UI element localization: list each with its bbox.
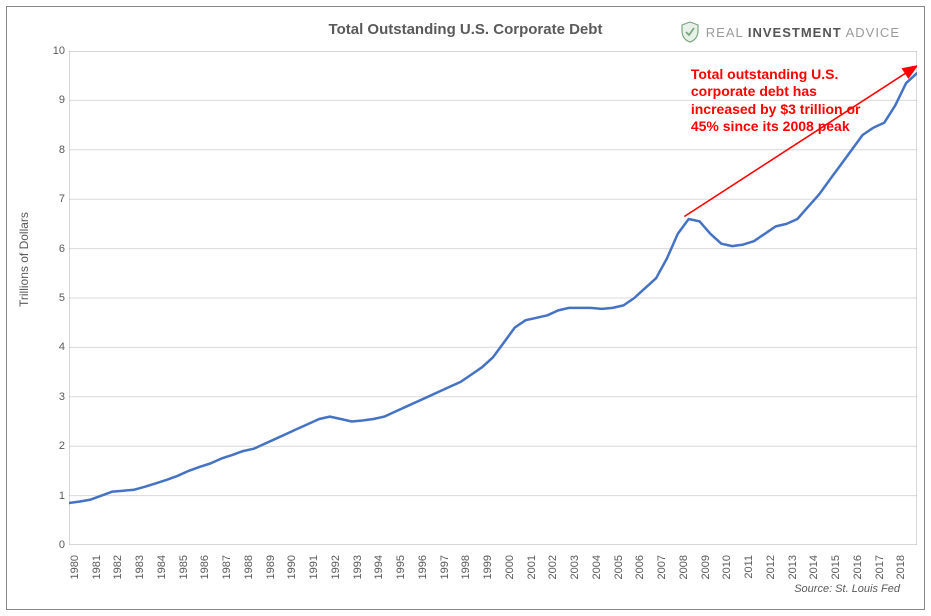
x-tick-label: 2013 xyxy=(787,555,799,579)
x-tick-label: 1988 xyxy=(243,555,255,579)
x-tick-label: 1998 xyxy=(460,555,472,579)
y-tick-label: 10 xyxy=(43,45,65,57)
x-tick-label: 2017 xyxy=(874,555,886,579)
x-tick-label: 2005 xyxy=(613,555,625,579)
x-tick-label: 1989 xyxy=(265,555,277,579)
x-tick-label: 1987 xyxy=(221,555,233,579)
x-tick-label: 2004 xyxy=(591,555,603,579)
x-tick-label: 2007 xyxy=(656,555,668,579)
x-tick-label: 1997 xyxy=(439,555,451,579)
y-axis-ticks: 012345678910 xyxy=(45,51,67,545)
y-tick-label: 0 xyxy=(43,539,65,551)
x-tick-label: 1986 xyxy=(199,555,211,579)
y-tick-label: 5 xyxy=(43,292,65,304)
y-tick-label: 3 xyxy=(43,391,65,403)
x-tick-label: 2002 xyxy=(547,555,559,579)
x-tick-label: 1980 xyxy=(69,555,81,579)
x-tick-label: 2001 xyxy=(526,555,538,579)
brand-logo: REAL INVESTMENT ADVICE xyxy=(680,21,900,43)
brand-text: REAL INVESTMENT ADVICE xyxy=(706,25,900,40)
x-tick-label: 1985 xyxy=(178,555,190,579)
y-tick-label: 8 xyxy=(43,144,65,156)
x-tick-label: 2009 xyxy=(700,555,712,579)
x-tick-label: 1994 xyxy=(373,555,385,579)
x-tick-label: 1983 xyxy=(134,555,146,579)
y-tick-label: 4 xyxy=(43,341,65,353)
x-tick-label: 1996 xyxy=(417,555,429,579)
y-tick-label: 9 xyxy=(43,94,65,106)
x-axis-ticks: 1980 1981 1982 1983 1984 1985 1986 1987 1988 1989… xyxy=(69,549,917,609)
x-tick-label: 2011 xyxy=(743,555,755,579)
x-tick-label: 2016 xyxy=(852,555,864,579)
x-tick-label: 2015 xyxy=(830,555,842,579)
x-tick-label: 1992 xyxy=(330,555,342,579)
x-tick-label: 2003 xyxy=(569,555,581,579)
x-tick-label: 1981 xyxy=(91,555,103,579)
x-tick-label: 2010 xyxy=(721,555,733,579)
source-text: Source: St. Louis Fed xyxy=(794,583,900,595)
chart-frame: Total Outstanding U.S. Corporate Debt RE… xyxy=(6,6,925,610)
x-tick-label: 2008 xyxy=(678,555,690,579)
x-tick-label: 2006 xyxy=(634,555,646,579)
x-tick-label: 1999 xyxy=(482,555,494,579)
x-tick-label: 1990 xyxy=(286,555,298,579)
x-tick-label: 1982 xyxy=(112,555,124,579)
x-tick-label: 2018 xyxy=(895,555,907,579)
x-tick-label: 1993 xyxy=(352,555,364,579)
shield-icon xyxy=(680,21,700,43)
x-tick-label: 2014 xyxy=(808,555,820,579)
y-tick-label: 1 xyxy=(43,490,65,502)
x-tick-label: 1991 xyxy=(308,555,320,579)
annotation-text: Total outstanding U.S.corporate debt has… xyxy=(691,66,861,136)
x-tick-label: 2000 xyxy=(504,555,516,579)
y-tick-label: 7 xyxy=(43,193,65,205)
x-tick-label: 1995 xyxy=(395,555,407,579)
x-tick-label: 2012 xyxy=(765,555,777,579)
x-tick-label: 1984 xyxy=(156,555,168,579)
y-tick-label: 6 xyxy=(43,243,65,255)
y-axis-label: Trillions of Dollars xyxy=(17,212,31,307)
y-tick-label: 2 xyxy=(43,440,65,452)
